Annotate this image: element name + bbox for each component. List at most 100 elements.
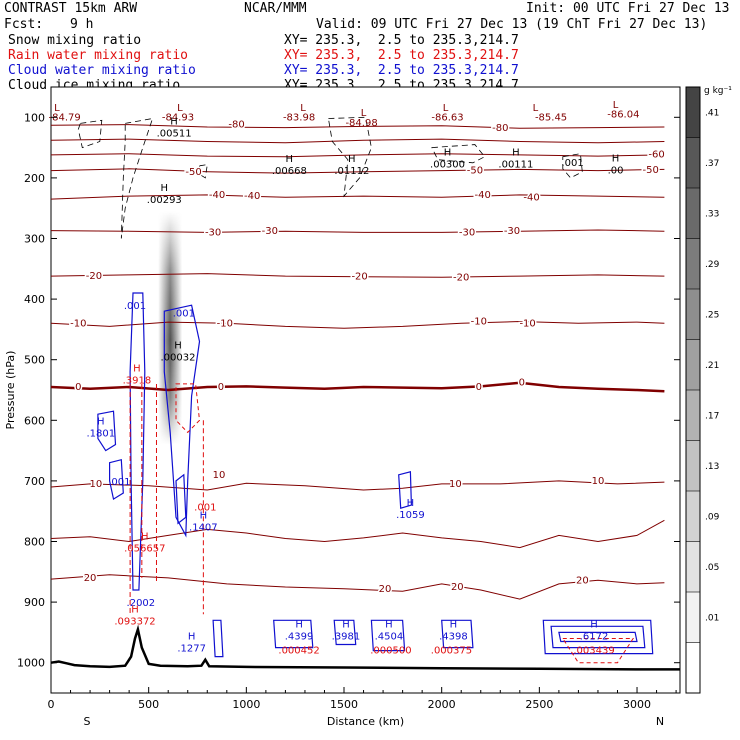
- low-marker-3: L: [361, 108, 367, 119]
- contour-label-18: -10: [217, 318, 233, 329]
- init-time: Init: 00 UTC Fri 27 Dec 13: [526, 1, 730, 16]
- low-value-1: -84.93: [162, 112, 194, 123]
- x-tick-label-4: 2000: [428, 698, 456, 711]
- cloud-ice-contour-2: [327, 116, 372, 198]
- rain-contour-0: [175, 383, 201, 434]
- high-marker-16: H: [407, 498, 415, 509]
- contour-label-22: 0: [218, 382, 224, 393]
- field-cloud-water-xy: XY= 235.3, 2.5 to 235.3,214.7: [284, 63, 519, 78]
- snow-mixing-plume: [158, 211, 183, 445]
- contour-label-14: -20: [86, 271, 102, 282]
- contour-label-29: 20: [84, 573, 97, 584]
- high-value-9: .001: [173, 308, 195, 319]
- cloud-water-contour-12: [550, 625, 646, 649]
- cloud-water-contour-13: [558, 631, 638, 643]
- high-value-1: .00668: [272, 166, 307, 177]
- field-snow-xy: XY= 235.3, 2.5 to 235.3,214.7: [284, 33, 519, 48]
- temperature-contour-6: [50, 229, 665, 233]
- contour-label-16: -20: [453, 272, 469, 283]
- temperature-contour-5: [50, 273, 665, 278]
- low-marker-2: L: [300, 103, 306, 114]
- org-label: NCAR/MMM: [244, 1, 307, 16]
- cloud-ice-contour-0: [77, 119, 103, 149]
- high-marker-21: H: [295, 619, 303, 630]
- high-value-16: .1059: [396, 510, 425, 521]
- contour-label-4: -50: [467, 166, 483, 177]
- colorbar-band-7: [686, 289, 700, 340]
- high-value-18: .2002: [127, 598, 156, 609]
- high-marker-4: H: [512, 147, 520, 158]
- colorbar-label-0: .01: [705, 613, 719, 623]
- temperature-contour-1: [50, 574, 665, 600]
- high-marker-6: H: [612, 153, 620, 164]
- high-value-27: .000375: [431, 645, 472, 656]
- cloud-water-contour-8: [333, 619, 357, 646]
- x-tick-label-6: 3000: [623, 698, 651, 711]
- high-value-0: .00511: [157, 128, 192, 139]
- low-value-3: -84.98: [345, 118, 377, 129]
- high-marker-12: H: [97, 416, 105, 427]
- high-marker-7: H: [161, 183, 169, 194]
- contour-label-2: -60: [648, 149, 664, 160]
- high-value-28: .6172: [580, 631, 609, 642]
- temperature-contour-11: [50, 124, 665, 129]
- high-value-11: .3918: [123, 376, 152, 387]
- cloud-water-contour-1: [163, 304, 201, 538]
- colorbar-unit: g kg⁻¹: [704, 86, 732, 96]
- colorbar-label-3: .13: [705, 462, 719, 472]
- high-value-29: .003439: [573, 645, 614, 656]
- high-marker-3: H: [444, 147, 452, 158]
- cloud-water-contour-10: [441, 619, 474, 649]
- temperature-contour-2: [50, 480, 665, 491]
- contour-label-0: -80: [228, 120, 244, 131]
- colorbar-band-1: [686, 592, 700, 643]
- colorbar-band-3: [686, 491, 700, 542]
- y-tick-label-8: 900: [24, 596, 45, 609]
- y-tick-label-7: 800: [24, 536, 45, 549]
- high-marker-26: H: [450, 619, 458, 630]
- contour-label-28: 10: [592, 476, 605, 487]
- colorbar-label-9: .37: [705, 159, 719, 169]
- contour-label-30: 20: [379, 584, 392, 595]
- temperature-contour-4: [50, 320, 665, 329]
- colorbar-label-1: .05: [705, 563, 719, 573]
- contour-label-17: -10: [70, 318, 86, 329]
- high-marker-17: H: [141, 532, 149, 543]
- contour-label-27: 10: [449, 479, 462, 490]
- contour-label-23: 0: [476, 382, 482, 393]
- cloud-water-contour-4: [109, 458, 124, 501]
- high-marker-28: H: [590, 619, 598, 630]
- field-snow: Snow mixing ratio: [8, 33, 142, 48]
- contour-label-19: -10: [471, 317, 487, 328]
- colorbar-band-4: [686, 440, 700, 491]
- x-tick-label-0: 0: [48, 698, 55, 711]
- contour-label-25: 10: [90, 479, 103, 490]
- temperature-contour-0: [50, 519, 665, 549]
- high-marker-0: H: [170, 116, 178, 127]
- colorbar-label-8: .33: [705, 209, 719, 219]
- y-tick-label-5: 600: [24, 414, 45, 427]
- high-marker-19: H: [131, 604, 139, 615]
- contour-label-26: 10: [213, 470, 226, 481]
- cloud-water-contour-9: [370, 619, 406, 652]
- temperature-contour-3: [50, 381, 665, 393]
- high-value-21: .4399: [285, 631, 314, 642]
- high-value-8: .001: [124, 301, 146, 312]
- x-tick-label-1: 500: [138, 698, 159, 711]
- high-value-4: .00111: [498, 159, 533, 170]
- colorbar-band-8: [686, 238, 700, 289]
- temperature-contour-7: [50, 194, 665, 200]
- cloud-ice-contour-3: [431, 144, 486, 164]
- y-tick-label-3: 400: [24, 293, 45, 306]
- contour-label-13: -30: [504, 226, 520, 237]
- x-end-label-left: S: [84, 715, 91, 728]
- high-value-12: .1801: [86, 428, 115, 439]
- colorbar-band-6: [686, 339, 700, 390]
- contour-label-15: -20: [351, 272, 367, 283]
- high-marker-23: H: [342, 619, 350, 630]
- high-value-26: .4398: [439, 631, 468, 642]
- high-marker-2: H: [348, 154, 356, 165]
- high-value-3: .00300: [430, 159, 465, 170]
- high-value-25: .000500: [370, 645, 411, 656]
- high-marker-1: H: [286, 154, 294, 165]
